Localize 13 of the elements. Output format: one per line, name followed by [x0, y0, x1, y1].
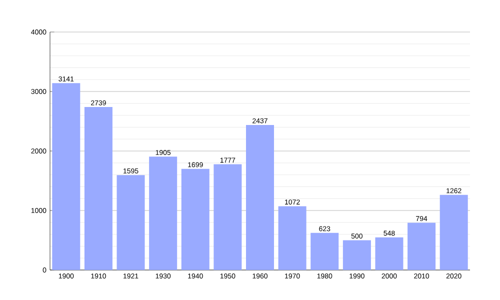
bar	[52, 83, 80, 270]
bar	[246, 125, 274, 270]
bar	[84, 107, 112, 270]
bar	[278, 206, 306, 270]
bar	[181, 168, 210, 270]
bar	[375, 237, 404, 270]
bar	[440, 194, 468, 270]
bar	[149, 156, 178, 270]
bar	[214, 164, 242, 270]
bar	[116, 175, 145, 270]
bar	[310, 232, 339, 270]
bar	[342, 240, 371, 270]
bar	[408, 222, 436, 270]
